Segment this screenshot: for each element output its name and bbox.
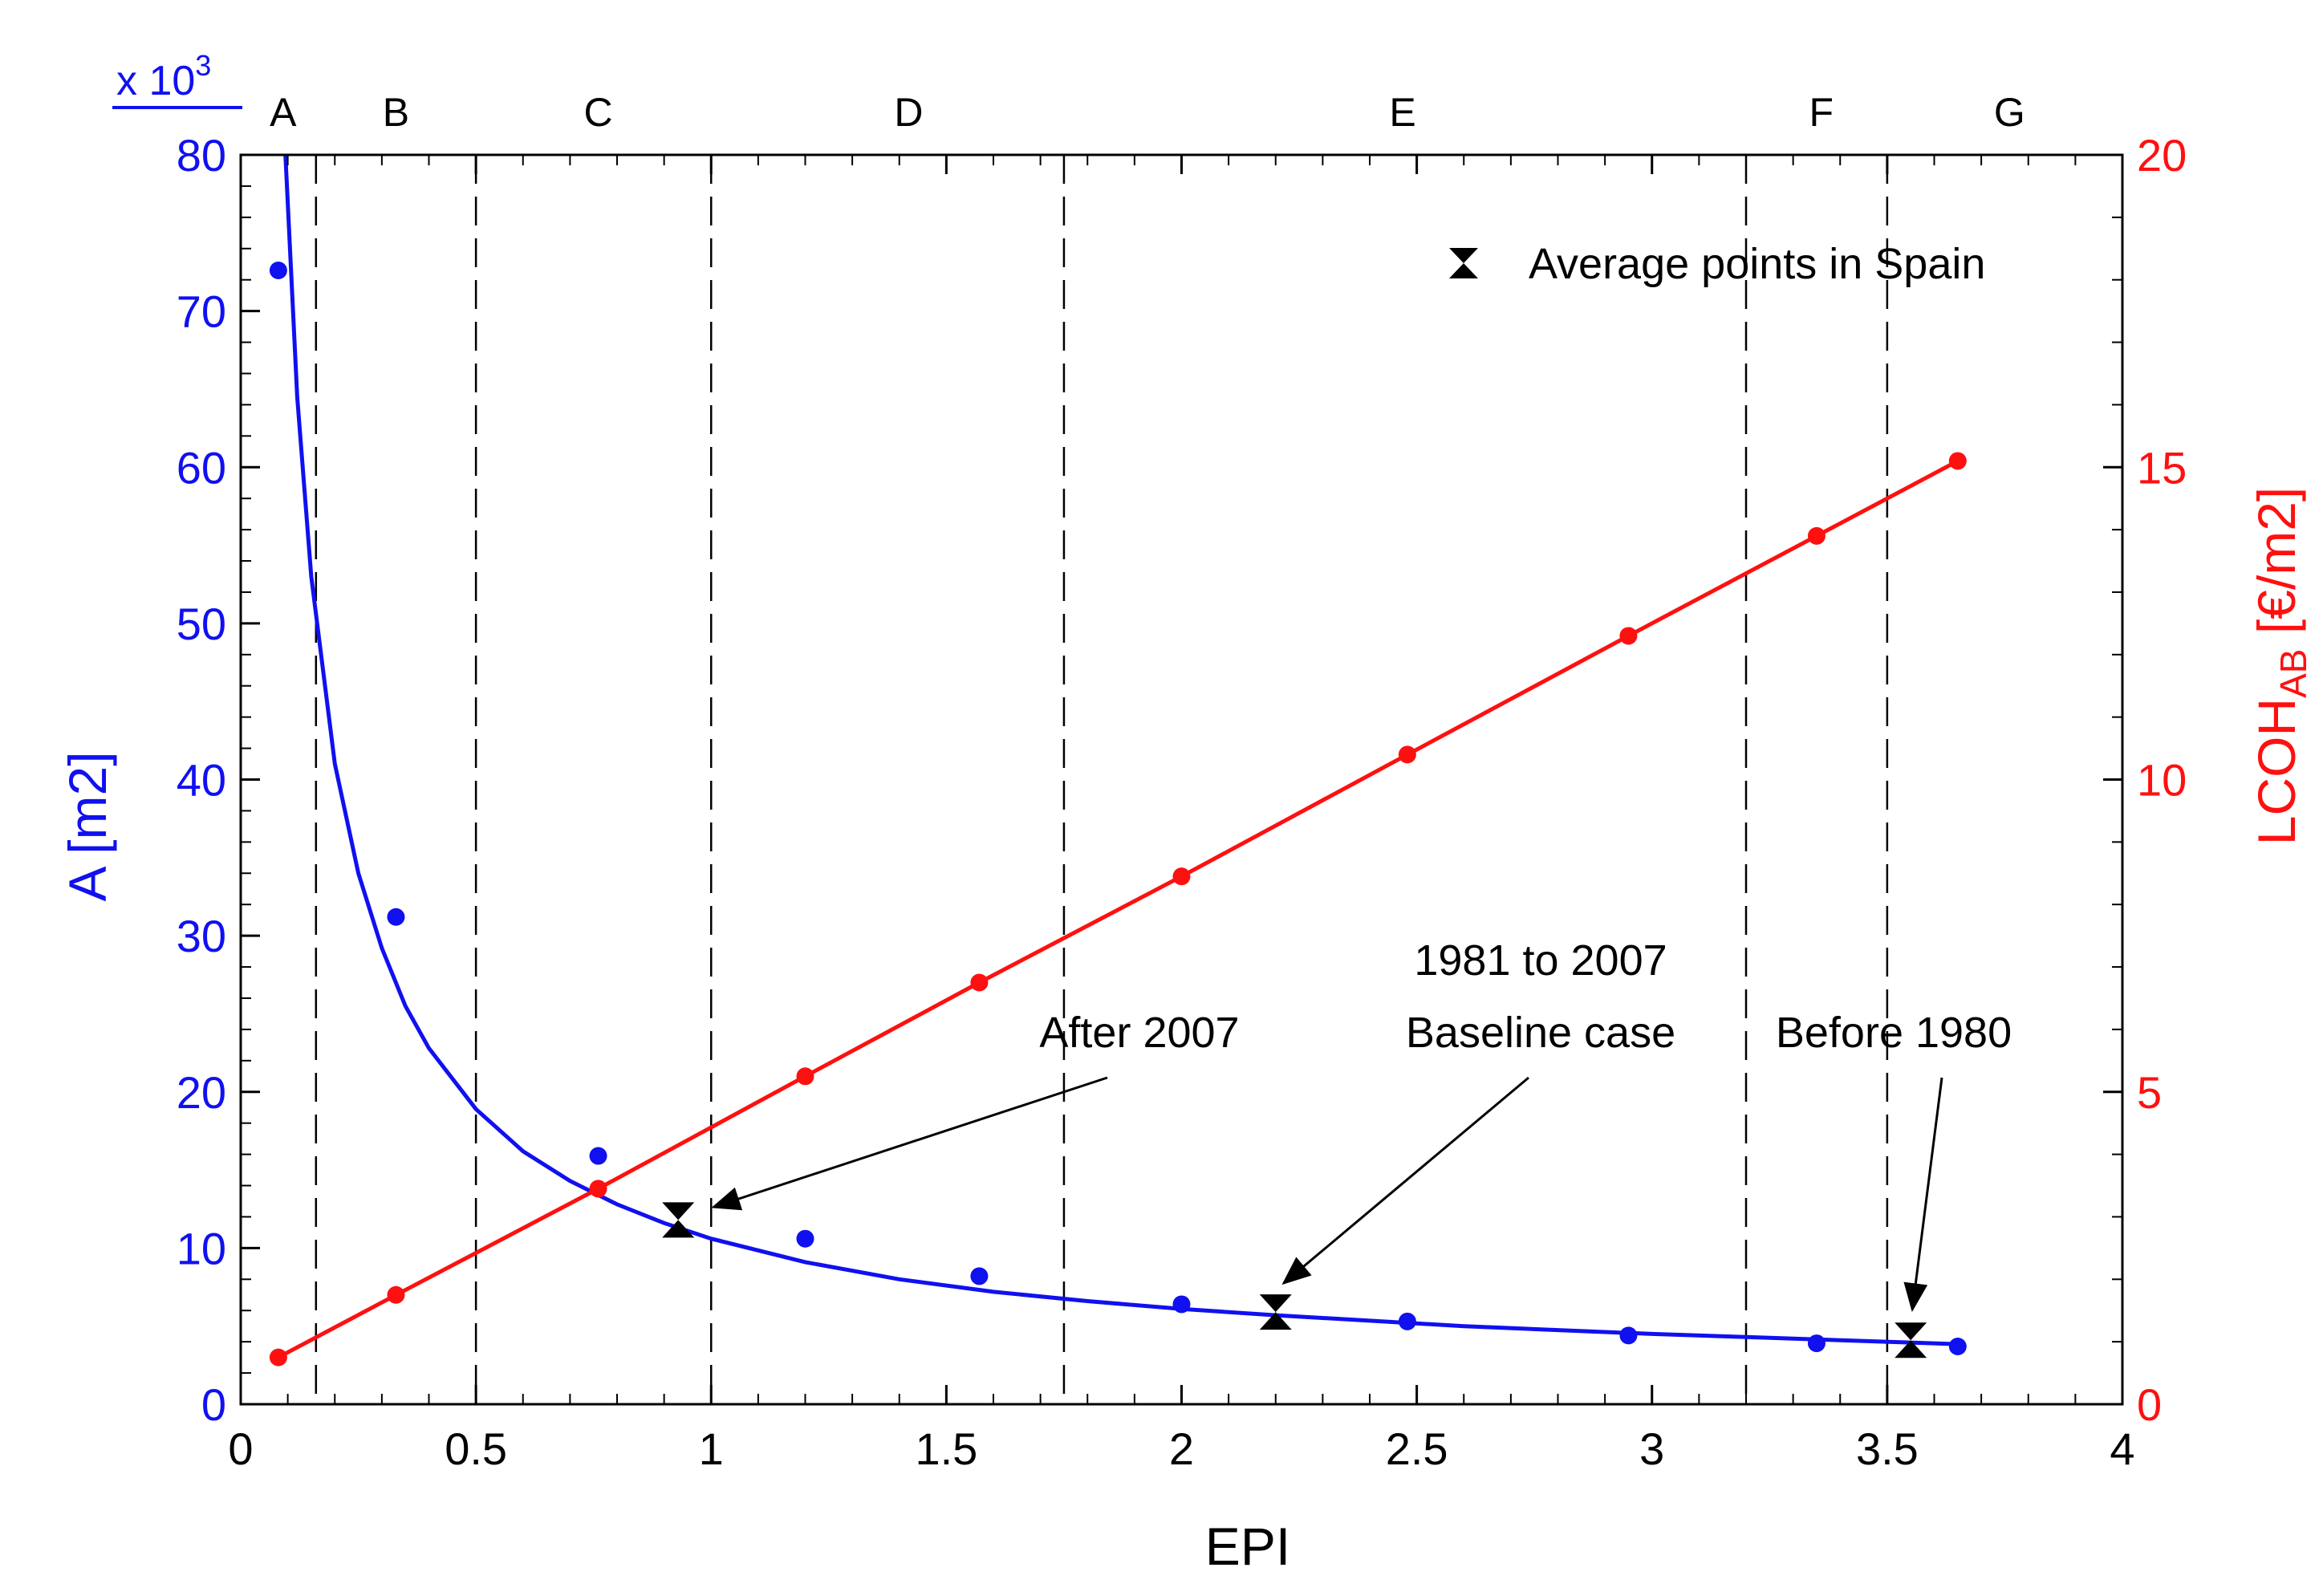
- left-y-tick-label: 50: [177, 599, 226, 649]
- blue-data-point: [589, 1147, 607, 1165]
- x-tick-label: 3: [1639, 1423, 1664, 1474]
- left-y-tick-label: 30: [177, 911, 226, 961]
- right-y-tick-label: 20: [2137, 130, 2187, 181]
- zone-label-a: A: [270, 90, 297, 135]
- annotation-1981-2007-line2: Baseline case: [1406, 1009, 1675, 1057]
- x-tick-label: 1: [699, 1423, 724, 1474]
- x-tick-label: 2: [1169, 1423, 1194, 1474]
- x-tick-label: 2.5: [1386, 1423, 1448, 1474]
- right-y-tick-label: 5: [2137, 1067, 2162, 1118]
- blue-data-point: [796, 1229, 814, 1248]
- blue-fit-curve: [283, 154, 1958, 1346]
- right-y-axis: 0 5 10 15 20: [2103, 130, 2187, 1430]
- annotation-arrows: [711, 1076, 1943, 1313]
- plot-frame: [239, 153, 2124, 1406]
- right-y-title-unit: [€/m2]: [2247, 487, 2306, 649]
- x-tick-label: 3.5: [1856, 1423, 1919, 1474]
- x-tick-label: 0: [228, 1423, 253, 1474]
- left-y-tick-label: 80: [177, 130, 226, 181]
- left-y-tick-label: 60: [177, 442, 226, 493]
- left-y-tick-label: 20: [177, 1067, 226, 1118]
- zone-label-f: F: [1809, 90, 1834, 135]
- zone-label-d: D: [894, 90, 923, 135]
- annotation-arrow-0: [711, 1076, 1108, 1211]
- multiplier-exponent: 3: [195, 49, 211, 82]
- zone-label-e: E: [1389, 90, 1415, 135]
- zone-label-c: C: [583, 90, 612, 135]
- right-y-axis-title: LCOHAB [€/m2]: [2247, 487, 2314, 846]
- red-data-point: [970, 973, 989, 992]
- blue-data-point: [1807, 1334, 1826, 1353]
- blue-data-point: [970, 1267, 989, 1285]
- zone-label-g: G: [1994, 90, 2025, 135]
- annotation-after-2007: After 2007: [1039, 1009, 1239, 1057]
- annotations: After 2007 1981 to 2007 Baseline case Be…: [1039, 936, 2012, 1057]
- left-y-tick-label: 40: [177, 755, 226, 806]
- red-data-point: [1807, 526, 1826, 545]
- multiplier-base: x 103: [116, 49, 211, 104]
- annotation-before-1980: Before 1980: [1776, 1009, 2012, 1057]
- x-axis: 0 0.5 1 1.5 2 2.5 3 3.5 4: [228, 155, 2135, 1474]
- left-y-tick-label: 10: [177, 1223, 226, 1273]
- red-data-point: [269, 1348, 287, 1367]
- average-point-marker: [1259, 1294, 1292, 1330]
- left-y-tick-label: 0: [201, 1379, 226, 1430]
- fit-curve-layer: [283, 154, 1958, 1346]
- red-data-point: [1619, 627, 1638, 645]
- red-data-point: [589, 1180, 607, 1198]
- zone-labels: A B C D E F G: [270, 90, 2025, 135]
- annotation-arrow-2: [1903, 1077, 1943, 1313]
- red-data-point: [1948, 452, 1967, 470]
- left-y-axis: 0 10 20 30 40 50 60 70 80: [177, 130, 260, 1430]
- red-data-point: [1172, 867, 1191, 886]
- right-y-title-subscript: AB: [2272, 649, 2314, 698]
- blue-data-point: [1948, 1337, 1967, 1355]
- right-y-tick-label: 10: [2137, 755, 2187, 806]
- annotation-1981-2007-line1: 1981 to 2007: [1414, 936, 1667, 985]
- right-y-tick-label: 15: [2137, 442, 2187, 493]
- blue-data-point: [269, 262, 287, 280]
- left-y-tick-label: 70: [177, 286, 226, 337]
- zone-label-b: B: [383, 90, 409, 135]
- legend: Average points in Spain: [1449, 240, 1985, 288]
- blue-data-point: [1172, 1295, 1191, 1314]
- right-y-tick-label: 0: [2137, 1379, 2162, 1430]
- zone-boundaries: [315, 155, 1889, 1404]
- series-layer: [269, 262, 1967, 1367]
- x-tick-label: 4: [2110, 1423, 2134, 1474]
- red-data-point: [387, 1285, 405, 1304]
- legend-hourglass-marker: [1449, 248, 1478, 278]
- left-y-axis-title: A [m2]: [58, 751, 117, 901]
- blue-data-point: [1398, 1312, 1416, 1330]
- x-axis-title: EPI: [1205, 1517, 1290, 1576]
- average-point-marker: [662, 1202, 695, 1238]
- annotation-arrow-1: [1281, 1076, 1529, 1285]
- left-y-multiplier: x 103: [112, 49, 242, 109]
- blue-data-point: [1619, 1326, 1638, 1345]
- right-y-title-main: LCOH: [2247, 698, 2306, 845]
- blue-data-point: [387, 908, 405, 926]
- red-data-point: [796, 1067, 814, 1086]
- red-lcoh-line: [277, 459, 1959, 1359]
- x-tick-label: 1.5: [915, 1423, 977, 1474]
- legend-label: Average points in Spain: [1529, 240, 1985, 288]
- x-tick-label: 0.5: [445, 1423, 507, 1474]
- red-data-point: [1398, 745, 1416, 764]
- average-point-marker: [1895, 1322, 1927, 1358]
